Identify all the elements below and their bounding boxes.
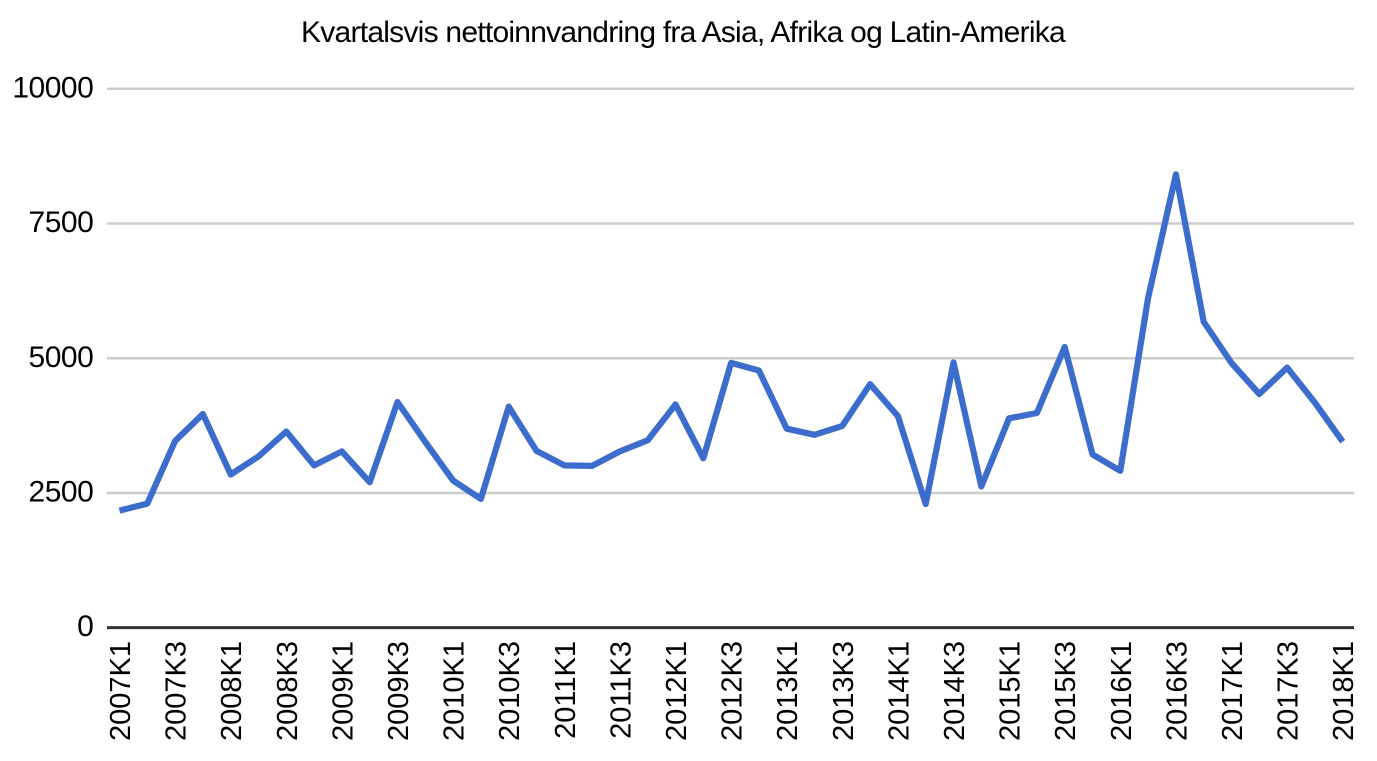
svg-text:2010K3: 2010K3 xyxy=(494,641,526,741)
svg-text:2012K3: 2012K3 xyxy=(717,641,749,741)
svg-text:2010K1: 2010K1 xyxy=(439,641,471,741)
svg-text:2014K3: 2014K3 xyxy=(939,641,971,741)
svg-text:2009K3: 2009K3 xyxy=(383,641,415,741)
svg-text:2017K3: 2017K3 xyxy=(1273,641,1305,741)
svg-text:2015K3: 2015K3 xyxy=(1050,641,1082,741)
svg-text:2012K1: 2012K1 xyxy=(661,641,693,741)
svg-text:2015K1: 2015K1 xyxy=(995,641,1027,741)
svg-text:2014K1: 2014K1 xyxy=(883,641,915,741)
svg-text:2018K1: 2018K1 xyxy=(1328,641,1360,741)
svg-text:2500: 2500 xyxy=(29,475,94,508)
svg-text:2011K3: 2011K3 xyxy=(605,641,637,739)
svg-text:2013K1: 2013K1 xyxy=(772,641,804,741)
svg-text:2008K1: 2008K1 xyxy=(216,641,248,741)
svg-text:2007K3: 2007K3 xyxy=(161,641,193,741)
svg-text:10000: 10000 xyxy=(12,71,93,104)
svg-text:7500: 7500 xyxy=(29,206,94,239)
svg-text:2008K3: 2008K3 xyxy=(272,641,304,741)
svg-text:0: 0 xyxy=(77,610,93,643)
svg-text:2016K3: 2016K3 xyxy=(1161,641,1193,741)
svg-text:5000: 5000 xyxy=(29,341,94,374)
svg-text:2013K3: 2013K3 xyxy=(828,641,860,741)
svg-text:2009K1: 2009K1 xyxy=(327,641,359,741)
svg-text:2011K1: 2011K1 xyxy=(550,641,582,739)
svg-text:2017K1: 2017K1 xyxy=(1217,641,1249,741)
svg-text:2016K1: 2016K1 xyxy=(1106,641,1138,741)
svg-text:Kvartalsvis nettoinnvandring f: Kvartalsvis nettoinnvandring fra Asia, A… xyxy=(301,16,1066,49)
svg-text:2007K1: 2007K1 xyxy=(105,641,137,741)
